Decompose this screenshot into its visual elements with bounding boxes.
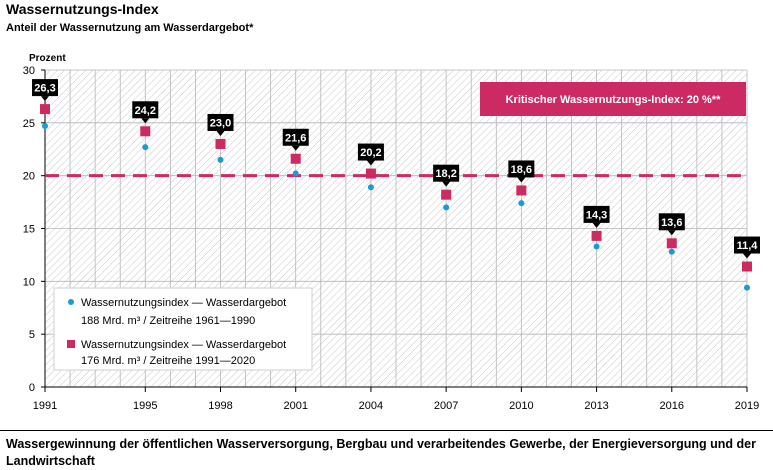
y-axis-label: Prozent [29,53,66,64]
x-tick-label: 2010 [509,400,533,412]
data-label-bg [734,236,760,254]
data-label: 13,6 [661,217,682,229]
data-point-circle [42,123,48,130]
y-tick-label: 30 [23,65,35,77]
threshold-box-bg [480,82,746,116]
data-label-pointer [366,160,375,166]
data-point-circle [668,248,675,255]
data-point-circle [443,204,450,211]
chart-canvas: Prozent 0 5 10 15 20 25 30 1991 1995 1998 2001 200… [23,53,760,412]
threshold-box-label: Kritischer Wassernutzungs-Index: 20 %** [506,94,721,106]
data-label-pointer [743,253,751,259]
y-tick-label: 5 [29,329,35,341]
data-label-pointer [41,96,49,102]
legend-marker-circle [68,299,74,305]
legend-item-2-line-2: 176 Mrd. m³ / Zeitreihe 1991—2020 [81,355,255,367]
data-point-circle [367,184,374,191]
axes [41,69,748,392]
data-label-bg [32,79,58,97]
y-tick-label: 25 [23,118,35,130]
y-tick-label: 0 [29,382,35,394]
data-label: 24,2 [135,105,156,117]
legend-item-1-line-2: 188 Mrd. m³ / Zeitreihe 1961—1990 [81,315,255,327]
x-tick-label: 2016 [660,400,684,412]
legend-item-1-line-1: Wassernutzungsindex — Wasserdargebot [81,297,286,309]
data-label-pointer [592,222,601,228]
data-label-pointer [141,118,150,124]
y-tick-label: 20 [23,171,35,183]
data-point-square [516,185,527,196]
data-point-square [591,230,602,241]
legend-item-2-line-1: Wassernutzungsindex — Wasserdargebot [81,339,286,351]
y-tick-label: 10 [23,276,35,288]
chart-subtitle: Anteil der Wassernutzung am Wasserdargeb… [6,22,254,34]
x-tick-label: 1998 [208,400,232,412]
data-point-circle [142,144,149,151]
data-label-pointer [667,230,676,236]
legend-marker-square [67,340,75,348]
data-label-bg [357,143,384,161]
data-point-square [215,138,226,149]
y-tick-labels: 0 5 10 15 20 25 30 [23,65,35,394]
y-tick-label: 15 [23,224,35,236]
data-label-bg [508,160,535,178]
footnote-divider [0,430,773,431]
data-point-circle [744,284,750,291]
data-point-circle [292,170,299,177]
data-point-circle [593,243,600,250]
data-label-bg [583,205,610,223]
data-point-square [365,168,376,179]
data-label: 11,4 [737,240,759,252]
data-point-square [290,153,301,164]
data-label: 18,2 [435,168,456,180]
data-point-circle [518,200,525,207]
data-point-circle [217,156,224,163]
footnote-text: Wassergewinnung der öffentlichen Wasserv… [6,437,756,468]
data-label: 20,2 [360,147,381,159]
data-label-bg [207,113,234,131]
chart-title: Wassernutzungs-Index [6,1,159,17]
data-point-square [140,126,151,137]
data-label: 26,3 [34,83,55,95]
data-label-bg [433,164,460,182]
x-tick-label: 2004 [359,400,383,412]
data-label-bg [658,213,685,231]
x-tick-label: 1995 [133,400,157,412]
data-label: 18,6 [511,164,532,176]
data-label: 23,0 [210,117,231,129]
data-point-square [666,238,677,249]
x-tick-label: 2019 [735,400,759,412]
x-tick-label: 1991 [33,400,57,412]
x-tick-label: 2001 [283,400,307,412]
data-labels: 26,3 24,2 23,0 21,6 20,2 18,2 18,6 14,3 13,6 11,4 [32,79,760,259]
data-label: 14,3 [586,209,607,221]
x-tick-labels: 1991 1995 1998 2001 2004 2007 2010 2013 2016 2019 [33,400,759,412]
legend-box [53,287,313,371]
data-point-square [742,261,752,272]
x-tick-label: 2013 [584,400,608,412]
data-label-pointer [291,145,300,151]
data-label-pointer [216,130,225,136]
x-tick-label: 2007 [434,400,458,412]
data-label-pointer [442,181,451,187]
data-point-square [441,189,452,200]
series-circles [42,123,750,291]
data-label-bg [132,101,159,119]
threshold-box: Kritischer Wassernutzungs-Index: 20 %** [480,82,746,116]
data-label-bg [282,128,309,146]
data-label-pointer [517,177,526,183]
data-point-square [40,104,50,115]
data-label: 21,6 [285,132,306,144]
legend: Wassernutzungsindex — Wasserdargebot 188… [53,287,313,371]
series-squares [40,104,752,272]
